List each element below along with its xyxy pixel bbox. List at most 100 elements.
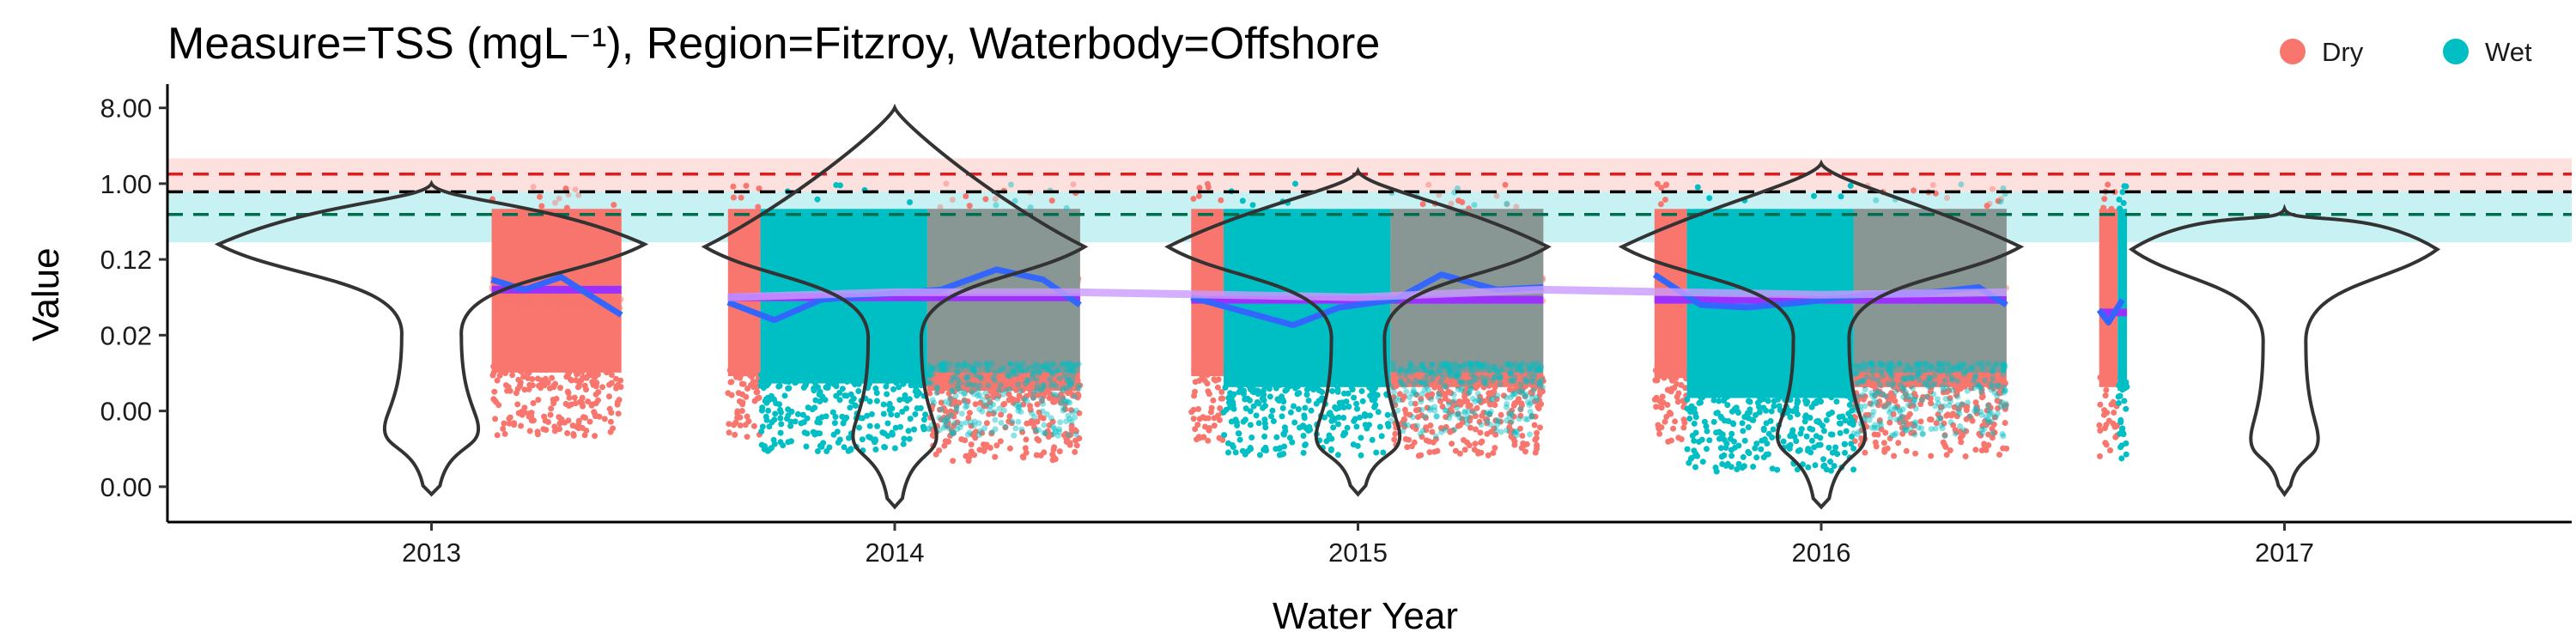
data-point xyxy=(975,432,982,439)
data-point xyxy=(1943,412,1950,419)
data-point xyxy=(1461,437,1467,443)
data-point xyxy=(1689,432,1696,439)
data-point xyxy=(1880,440,1887,447)
data-point xyxy=(1477,361,1484,368)
data-point xyxy=(1952,374,1959,380)
data-point xyxy=(969,364,976,371)
data-point xyxy=(1441,383,1448,390)
data-point xyxy=(1847,182,1854,189)
data-point xyxy=(1267,393,1273,400)
data-point xyxy=(1048,369,1055,376)
data-point xyxy=(1538,376,1545,383)
data-point xyxy=(1678,381,1685,388)
data-point xyxy=(943,180,950,187)
data-point xyxy=(580,303,587,310)
data-point xyxy=(1249,202,1256,209)
data-point xyxy=(1952,427,1959,434)
data-point xyxy=(586,418,593,425)
data-point xyxy=(1487,408,1494,415)
data-point xyxy=(1534,367,1540,374)
data-point xyxy=(786,385,793,392)
data-point xyxy=(942,422,949,429)
data-point xyxy=(496,372,503,379)
data-point xyxy=(501,430,508,437)
data-point xyxy=(1941,279,1947,286)
data-point xyxy=(948,379,955,386)
y-tick-label: 0.00 xyxy=(100,397,152,427)
data-point xyxy=(592,365,599,372)
data-point xyxy=(1024,282,1031,289)
series-wet-block-4 xyxy=(1684,182,1857,475)
legend-key-dry xyxy=(2280,39,2306,64)
data-point xyxy=(1439,375,1445,382)
data-point xyxy=(1528,399,1534,406)
data-point xyxy=(1467,417,1473,424)
data-point xyxy=(920,416,927,423)
data-point xyxy=(1466,205,1473,212)
data-point xyxy=(1236,436,1243,443)
data-point xyxy=(1652,377,1659,384)
data-point xyxy=(568,377,574,384)
data-point xyxy=(1061,276,1067,282)
data-point xyxy=(1243,381,1249,387)
data-point xyxy=(1402,276,1409,283)
data-point xyxy=(753,389,760,396)
data-point xyxy=(552,199,558,206)
data-point xyxy=(1319,379,1326,386)
data-point xyxy=(1881,404,1888,410)
data-point xyxy=(907,199,913,205)
data-point xyxy=(1753,454,1760,461)
data-point xyxy=(1203,367,1210,373)
data-point xyxy=(970,422,977,429)
data-point xyxy=(1253,412,1260,419)
data-point xyxy=(1466,408,1473,415)
data-point xyxy=(1374,392,1381,398)
data-point xyxy=(1369,436,1376,443)
data-point xyxy=(1662,368,1669,375)
data-point xyxy=(1512,375,1519,382)
data-point xyxy=(1899,375,1906,382)
data-point xyxy=(933,384,940,391)
data-point xyxy=(1916,362,1923,369)
data-point xyxy=(1911,276,1917,283)
data-point xyxy=(965,362,972,369)
data-point xyxy=(1919,305,1926,311)
data-point xyxy=(1865,282,1872,288)
data-point xyxy=(1485,452,1492,459)
data-point xyxy=(873,390,880,397)
data-point xyxy=(566,368,573,375)
data-point xyxy=(1958,276,1965,283)
violin-3 xyxy=(1618,159,2025,510)
data-point xyxy=(1009,368,1016,374)
data-point xyxy=(2096,422,2103,428)
data-point xyxy=(1984,419,1991,426)
data-point xyxy=(1419,379,1425,386)
data-point xyxy=(1976,383,1982,390)
data-point xyxy=(1072,431,1079,438)
data-point xyxy=(940,360,947,367)
data-point xyxy=(1869,392,1875,399)
data-point xyxy=(1492,431,1499,438)
data-point xyxy=(1923,379,1929,386)
data-point xyxy=(765,407,772,414)
data-point xyxy=(1281,424,1288,431)
data-point xyxy=(1242,416,1249,423)
data-point xyxy=(585,361,591,368)
data-point xyxy=(768,373,775,380)
data-point xyxy=(971,418,978,425)
data-point xyxy=(753,364,760,371)
data-point xyxy=(1993,278,1999,285)
data-point xyxy=(1507,394,1514,401)
data-point xyxy=(1063,418,1070,425)
data-point xyxy=(763,416,770,423)
data-point xyxy=(1474,361,1481,368)
data-point xyxy=(1310,386,1317,393)
data-point xyxy=(793,380,799,386)
data-point xyxy=(1065,361,1072,368)
data-point xyxy=(1492,417,1499,424)
data-point xyxy=(1724,402,1731,409)
data-point xyxy=(1949,276,1956,283)
data-point xyxy=(1199,374,1206,380)
data-point xyxy=(1923,382,1930,389)
data-point xyxy=(1335,421,1341,428)
